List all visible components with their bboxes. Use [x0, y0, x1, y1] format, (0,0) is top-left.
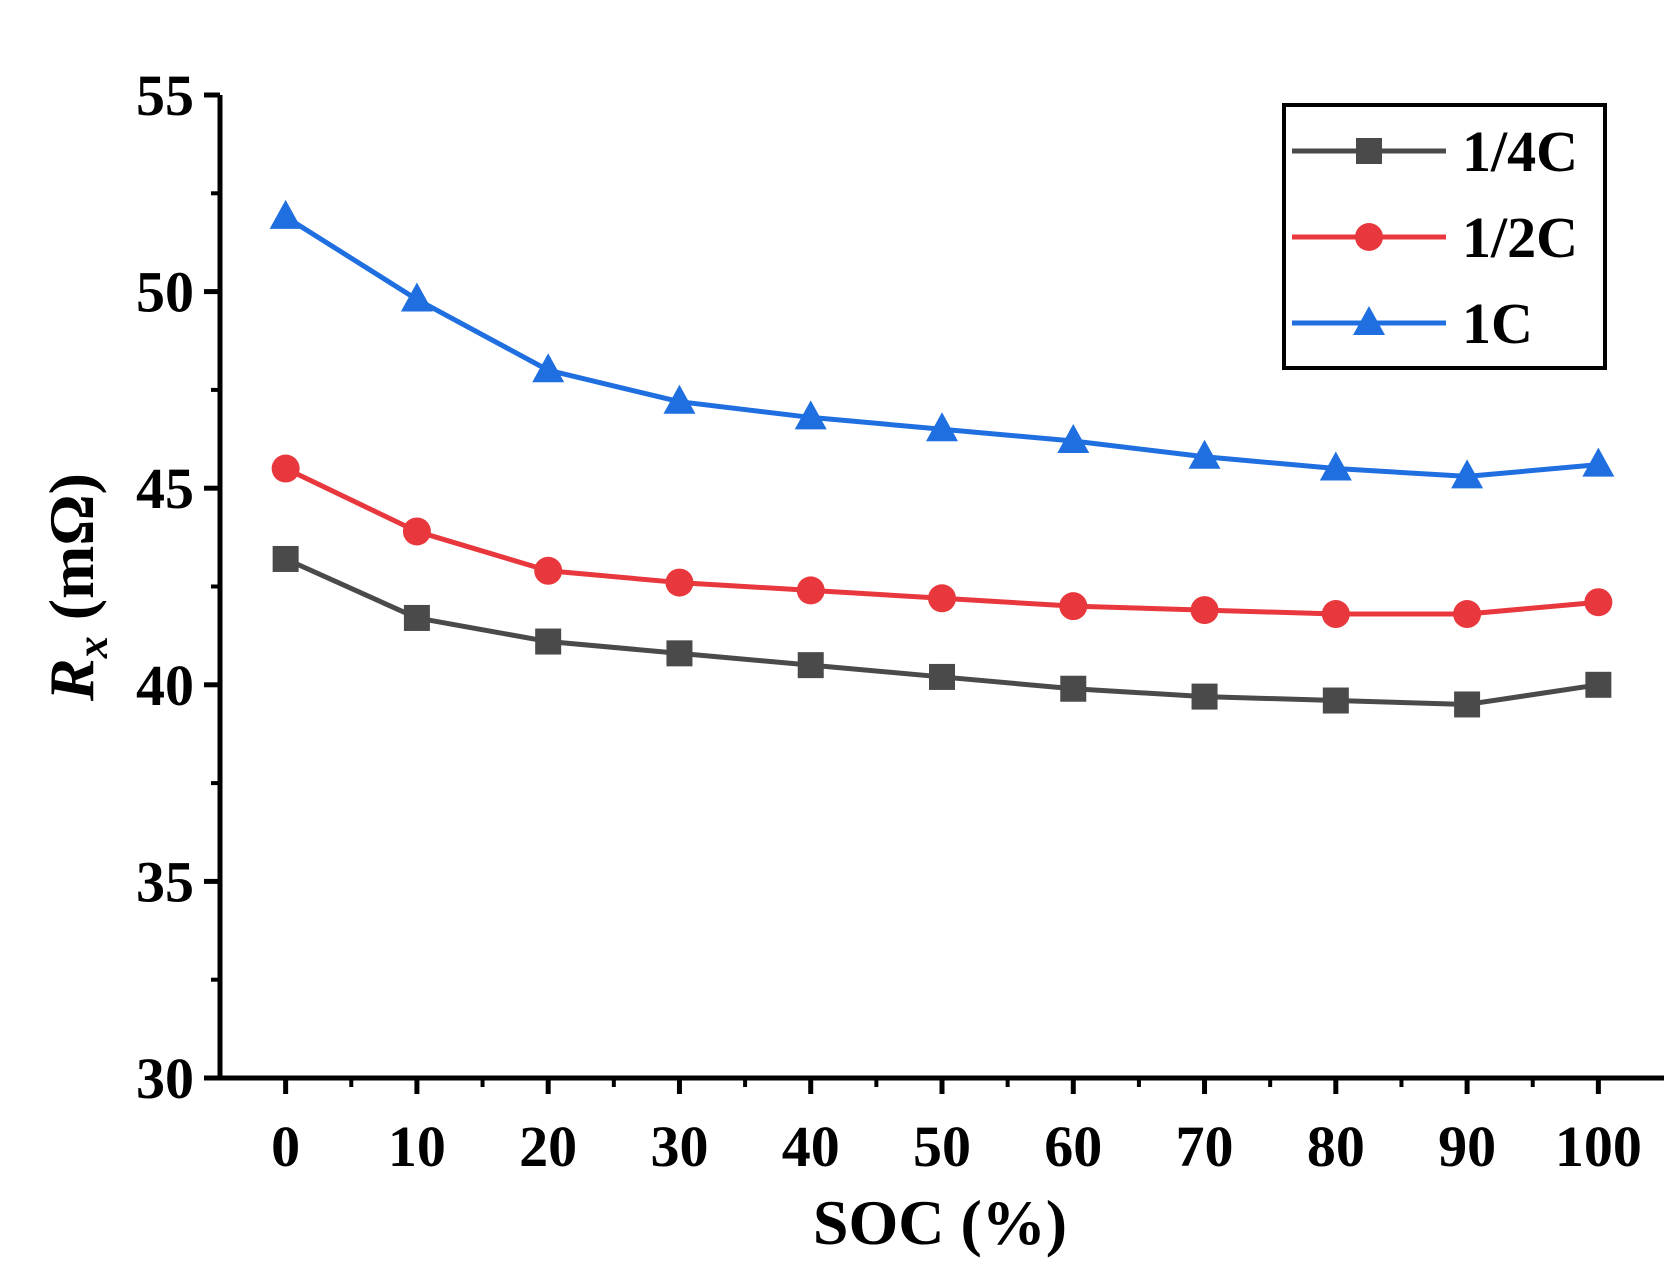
x-tick-label: 0	[271, 1114, 300, 1179]
data-point-1-2c	[1453, 600, 1482, 629]
data-point-1c	[400, 282, 433, 312]
x-tick-label: 80	[1307, 1114, 1365, 1179]
series-1c	[269, 199, 1615, 489]
data-point-1c	[663, 384, 696, 414]
x-tick-label: 100	[1555, 1114, 1642, 1179]
legend: 1/4C 1/2C 1C	[1282, 103, 1607, 370]
legend-marker-1-4c	[1356, 138, 1382, 164]
y-tick-label: 55	[136, 63, 194, 128]
data-point-1-2c	[402, 517, 431, 546]
x-tick-label: 30	[650, 1114, 708, 1179]
legend-label-1-4c: 1/4C	[1462, 119, 1578, 184]
legend-label-1c: 1C	[1462, 291, 1533, 356]
data-point-1c	[1057, 424, 1090, 454]
x-axis: 0 10 20 30 40 50 60 70 80 90 100	[220, 1075, 1664, 1179]
data-point-1-4c	[1322, 687, 1349, 714]
y-tick-label: 35	[136, 849, 194, 914]
y-tick-label: 45	[136, 456, 194, 521]
data-point-1-4c	[666, 640, 693, 667]
x-tick-label: 40	[782, 1114, 840, 1179]
legend-marker-1-2c	[1355, 223, 1383, 251]
data-point-1-2c	[534, 556, 563, 585]
series-1-4c	[272, 545, 1612, 718]
data-point-1c	[1582, 447, 1615, 477]
y-tick-label: 40	[136, 653, 194, 718]
data-point-1c	[532, 353, 565, 383]
data-point-1c	[794, 400, 827, 430]
legend-marker-1c	[1353, 306, 1385, 335]
x-tick-label: 50	[913, 1114, 971, 1179]
legend-label-1-2c: 1/2C	[1462, 205, 1578, 270]
y-axis: 30 35 40 45 50 55	[136, 63, 223, 1111]
y-axis-title: Rx (mΩ)	[36, 473, 117, 702]
data-point-1-4c	[1585, 671, 1612, 698]
data-point-1-4c	[1060, 675, 1087, 702]
y-tick-label: 30	[136, 1046, 194, 1111]
data-point-1-2c	[665, 568, 694, 597]
data-point-1-4c	[1454, 691, 1481, 718]
x-tick-label: 70	[1176, 1114, 1234, 1179]
y-axis-title-subscript: x	[68, 636, 117, 659]
y-axis-title-symbol: R	[36, 658, 107, 702]
data-point-1-2c	[1190, 596, 1219, 625]
data-point-1-4c	[272, 545, 299, 572]
data-point-1-4c	[535, 628, 562, 655]
series-layer	[269, 199, 1615, 718]
x-tick-label: 90	[1438, 1114, 1496, 1179]
data-point-1-2c	[1059, 592, 1088, 621]
data-point-1-2c	[271, 454, 300, 483]
data-point-1-4c	[929, 663, 955, 690]
data-point-1-2c	[928, 584, 956, 613]
x-tick-label: 10	[388, 1114, 446, 1179]
data-point-1c	[1319, 451, 1352, 481]
data-point-1-2c	[796, 576, 825, 605]
data-point-1-4c	[1191, 683, 1218, 710]
data-point-1-4c	[797, 652, 824, 679]
data-point-1c	[926, 412, 958, 442]
x-tick-label: 20	[519, 1114, 577, 1179]
data-point-1c	[1188, 439, 1221, 469]
series-1-2c	[271, 454, 1613, 629]
y-axis-title-unit: (mΩ)	[36, 473, 107, 636]
x-axis-title: SOC (%)	[813, 1187, 1067, 1258]
data-point-1c	[1451, 459, 1484, 489]
data-point-1-4c	[403, 604, 430, 631]
data-point-1c	[269, 199, 302, 229]
y-tick-label: 50	[136, 260, 194, 325]
data-point-1-2c	[1584, 588, 1613, 617]
x-tick-label: 60	[1044, 1114, 1102, 1179]
data-point-1-2c	[1321, 600, 1350, 629]
